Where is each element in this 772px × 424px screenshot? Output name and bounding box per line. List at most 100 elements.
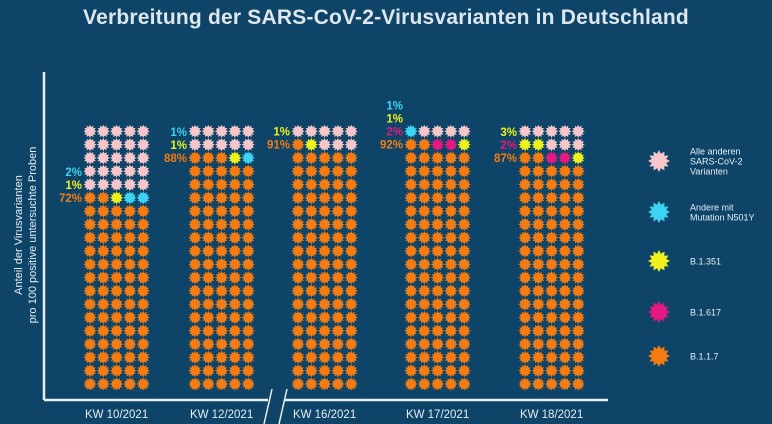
waffle-cell-b-1-1-7 — [344, 271, 358, 285]
waffle-cell-b-1-1-7 — [304, 337, 318, 351]
waffle-cell-b-1-1-7 — [136, 377, 150, 391]
x-tick-label: KW 10/2021 — [85, 409, 148, 421]
waffle-cell-b-1-1-7 — [318, 350, 332, 364]
waffle-cell-b-1-1-7 — [304, 377, 318, 391]
waffle-cell-b-1-1-7 — [344, 244, 358, 258]
waffle-cell-b-1-1-7 — [518, 231, 532, 245]
waffle-cell-b-1-1-7 — [457, 217, 471, 231]
waffle-cell-b-1-1-7 — [123, 271, 137, 285]
waffle-cell-b-1-1-7 — [83, 217, 97, 231]
legend-label: B.1.617 — [690, 308, 721, 318]
waffle-cell-b-1-1-7 — [444, 271, 458, 285]
waffle-cell-b-1-1-7 — [344, 177, 358, 192]
waffle-cell-b-1-1-7 — [241, 297, 255, 311]
waffle-cell-b-1-1-7 — [518, 217, 532, 231]
waffle-cell-b-1-1-7 — [201, 310, 215, 325]
waffle-cell-b-1-617 — [444, 138, 458, 152]
waffle-cell-b-1-1-7 — [531, 204, 545, 218]
data-label: 2% — [386, 127, 403, 139]
waffle-cell-b-1-1-7 — [291, 364, 305, 378]
waffle-cell-alle-anderen-sars-cov-2-varianten — [228, 138, 242, 152]
data-label: 1% — [170, 140, 187, 152]
waffle-cell-b-1-1-7 — [96, 310, 110, 325]
waffle-cell-b-1-1-7 — [331, 217, 345, 231]
waffle-cell-b-1-1-7 — [96, 217, 110, 231]
waffle-cell-b-1-1-7 — [96, 364, 110, 378]
waffle-cell-b-1-1-7 — [518, 377, 532, 391]
waffle-cell-b-1-1-7 — [404, 271, 418, 285]
waffle-cell-b-1-1-7 — [215, 284, 229, 298]
waffle-cell-b-1-1-7 — [558, 324, 572, 338]
data-label: 1% — [170, 127, 187, 139]
waffle-cell-b-1-1-7 — [545, 231, 559, 245]
waffle-cell-andere-mit-mutation-n501y — [136, 191, 150, 205]
waffle-cell-b-1-1-7 — [331, 177, 345, 192]
waffle-cell-b-1-1-7 — [110, 297, 124, 311]
waffle-cell-b-1-1-7 — [201, 164, 215, 178]
waffle-cell-b-1-1-7 — [123, 231, 137, 245]
waffle-cell-b-1-1-7 — [241, 257, 255, 271]
waffle-cell-b-1-1-7 — [215, 217, 229, 231]
waffle-cell-b-1-1-7 — [188, 244, 202, 258]
waffle-cell-alle-anderen-sars-cov-2-varianten — [571, 138, 585, 152]
waffle-cell-b-1-1-7 — [136, 324, 150, 338]
waffle-cell-b-1-1-7 — [304, 244, 318, 258]
waffle-cell-b-1-1-7 — [558, 217, 572, 231]
waffle-cell-alle-anderen-sars-cov-2-varianten — [558, 124, 572, 138]
waffle-cell-b-1-1-7 — [571, 364, 585, 378]
waffle-cell-b-1-1-7 — [241, 337, 255, 351]
data-label: 2% — [65, 167, 82, 179]
waffle-cell-b-1-1-7 — [215, 151, 229, 165]
waffle-cell-b-1-1-7 — [404, 231, 418, 245]
waffle-cell-b-1-1-7 — [417, 377, 431, 391]
waffle-cell-alle-anderen-sars-cov-2-varianten — [228, 124, 242, 138]
waffle-cell-b-1-1-7 — [431, 164, 445, 178]
waffle-cell-b-1-1-7 — [558, 350, 572, 364]
waffle-cell-b-1-1-7 — [123, 350, 137, 364]
waffle-cell-b-1-1-7 — [83, 257, 97, 271]
waffle-cell-b-1-1-7 — [228, 297, 242, 311]
waffle-cell-b-1-1-7 — [331, 324, 345, 338]
waffle-cell-b-1-1-7 — [215, 231, 229, 245]
waffle-cell-b-1-1-7 — [404, 350, 418, 364]
waffle-cell-b-1-1-7 — [110, 231, 124, 245]
waffle-cell-b-1-1-7 — [123, 257, 137, 271]
waffle-cell-alle-anderen-sars-cov-2-varianten — [136, 138, 150, 152]
waffle-cell-b-1-1-7 — [417, 350, 431, 364]
waffle-cell-b-1-1-7 — [558, 257, 572, 271]
waffle-cell-b-1-1-7 — [201, 177, 215, 192]
waffle-cell-alle-anderen-sars-cov-2-varianten — [110, 177, 124, 192]
waffle-cell-b-1-1-7 — [83, 364, 97, 378]
waffle-cell-b-1-1-7 — [431, 177, 445, 192]
waffle-cell-b-1-1-7 — [431, 271, 445, 285]
waffle-cell-b-1-1-7 — [188, 257, 202, 271]
waffle-cell-b-1-1-7 — [531, 257, 545, 271]
waffle-cell-b-1-1-7 — [215, 244, 229, 258]
waffle-cell-b-1-1-7 — [457, 204, 471, 218]
waffle-cell-b-1-1-7 — [318, 164, 332, 178]
waffle-cell-b-1-1-7 — [571, 164, 585, 178]
waffle-cell-b-1-1-7 — [404, 164, 418, 178]
waffle-cell-b-1-1-7 — [571, 257, 585, 271]
waffle-cell-b-1-1-7 — [318, 257, 332, 271]
waffle-cell-b-1-1-7 — [304, 284, 318, 298]
data-label: 1% — [65, 180, 82, 192]
waffle-cell-b-1-1-7 — [331, 151, 345, 165]
waffle-cell-b-1-1-7 — [123, 204, 137, 218]
waffle-cell-b-1-1-7 — [518, 204, 532, 218]
data-label: 2% — [500, 140, 517, 152]
waffle-cell-b-1-1-7 — [96, 324, 110, 338]
waffle-cell-b-1-1-7 — [518, 297, 532, 311]
waffle-cell-alle-anderen-sars-cov-2-varianten — [344, 124, 358, 138]
waffle-cell-b-1-1-7 — [96, 284, 110, 298]
waffle-cell-b-1-1-7 — [136, 284, 150, 298]
waffle-cell-b-1-1-7 — [457, 284, 471, 298]
legend-swatch-b-1-617 — [648, 301, 670, 323]
waffle-cell-b-1-1-7 — [531, 217, 545, 231]
waffle-cell-b-1-1-7 — [344, 297, 358, 311]
waffle-cell-alle-anderen-sars-cov-2-varianten — [201, 124, 215, 138]
waffle-cell-b-1-1-7 — [228, 337, 242, 351]
waffle-cell-b-1-1-7 — [431, 324, 445, 338]
waffle-cell-b-1-1-7 — [404, 337, 418, 351]
waffle-cell-b-1-1-7 — [291, 297, 305, 311]
